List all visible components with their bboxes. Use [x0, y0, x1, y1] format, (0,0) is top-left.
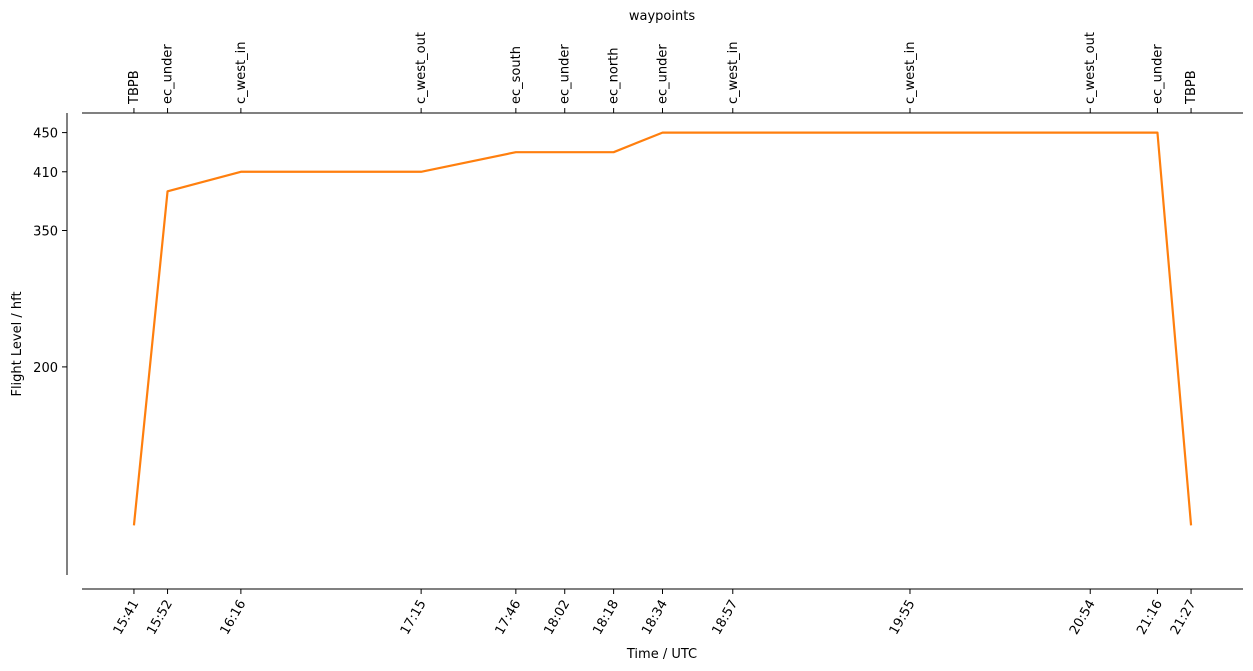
top-axis-label: waypoints	[629, 9, 695, 24]
x-tick-label: 15:41	[111, 598, 143, 638]
waypoint-label: c_west_in	[234, 42, 249, 105]
flight-profile	[132, 131, 1193, 526]
x-tick-label: 18:18	[590, 598, 622, 638]
x-tick-label: 18:34	[639, 598, 671, 638]
x-tick-label: 18:02	[541, 598, 573, 638]
x-tick-label: 21:27	[1168, 598, 1200, 638]
waypoint-label: ec_north	[607, 47, 622, 104]
y-tick-label: 350	[33, 224, 58, 239]
x-tick-label: 17:15	[398, 598, 430, 638]
x-tick-label: 20:54	[1067, 598, 1099, 638]
waypoint-label: ec_under	[558, 44, 573, 104]
x-tick-label: 16:16	[218, 598, 250, 638]
waypoint-label: c_west_in	[726, 42, 741, 105]
waypoint-label: ec_under	[161, 44, 176, 104]
waypoint-label: c_west_in	[903, 42, 918, 105]
x-tick-label: 18:57	[710, 598, 742, 638]
waypoint-label: TBPB	[1184, 70, 1199, 105]
waypoint-label: c_west_out	[414, 32, 429, 104]
x-tick-label: 19:55	[887, 598, 919, 638]
y-axis-label: Flight Level / hft	[10, 291, 25, 396]
x-tick-label: 15:52	[144, 598, 176, 638]
x-axis-label: Time / UTC	[626, 647, 697, 662]
waypoint-label: c_west_out	[1083, 32, 1098, 104]
waypoint-label: ec_under	[1150, 44, 1165, 104]
y-tick-label: 450	[33, 127, 58, 142]
y-tick-label: 200	[33, 361, 58, 376]
waypoint-label: ec_south	[509, 46, 524, 104]
waypoint-label: TBPB	[127, 70, 142, 105]
x-tick-label: 21:16	[1134, 598, 1166, 638]
waypoint-label: ec_under	[656, 44, 671, 104]
x-tick-label: 17:46	[493, 598, 525, 638]
y-tick-label: 410	[33, 166, 58, 181]
